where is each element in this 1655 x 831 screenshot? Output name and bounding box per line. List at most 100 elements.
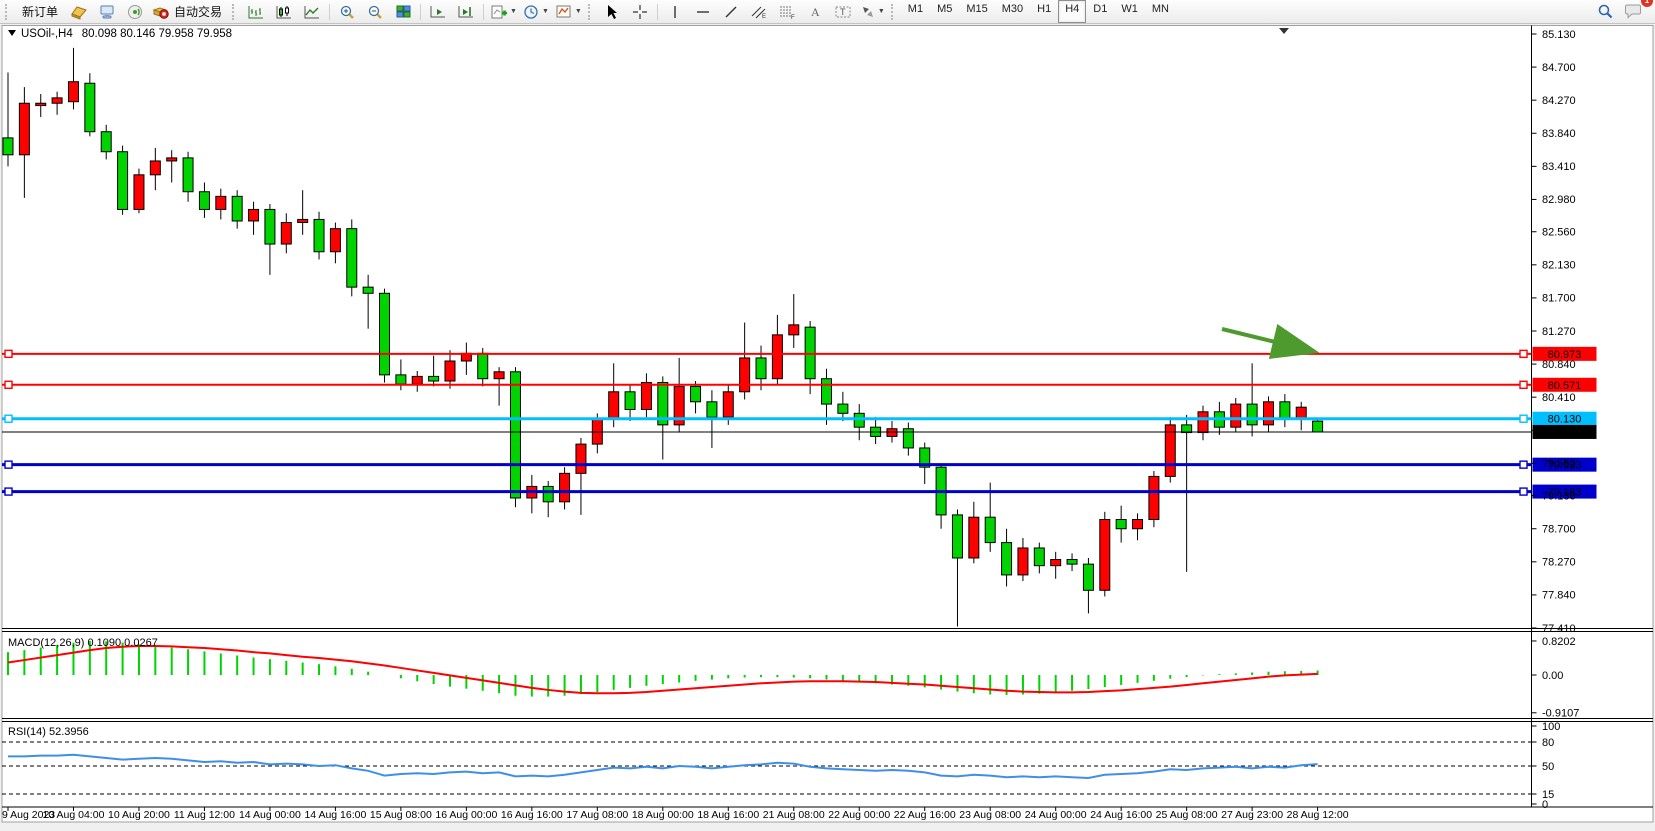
candle-bull[interactable] [35, 102, 47, 107]
candle-bull[interactable] [280, 222, 292, 245]
candle-bear[interactable] [902, 428, 914, 449]
candle-bear[interactable] [542, 485, 554, 503]
timeframe-button-h4[interactable]: H4 [1058, 0, 1087, 23]
candle-bull[interactable] [297, 218, 309, 224]
new-chart-icon[interactable]: ▼ [487, 0, 520, 23]
line-chart-icon[interactable] [298, 0, 326, 23]
candle-bull[interactable] [722, 391, 734, 418]
candle-bear[interactable] [919, 447, 931, 468]
candle-bull[interactable] [739, 357, 751, 393]
chart-shift-marker-icon[interactable] [1279, 28, 1289, 34]
candle-bear[interactable] [951, 514, 963, 559]
candle-bear[interactable] [984, 516, 996, 544]
period-icon[interactable]: ▼ [520, 0, 552, 23]
new-order-button[interactable]: 新订单 [22, 5, 59, 19]
candle-bull[interactable] [1099, 519, 1111, 591]
price-line-80.571[interactable]: 80.571 [2, 377, 1597, 392]
candle-bull[interactable] [51, 97, 63, 104]
arrows-icon[interactable]: ▼ [857, 0, 888, 23]
timeframe-button-m15[interactable]: M15 [966, 3, 988, 15]
price-line-79.183[interactable]: 79.183 [2, 484, 1597, 499]
timeframe-button-d1[interactable]: D1 [1093, 3, 1108, 15]
candle-bear[interactable] [477, 352, 489, 380]
candle-bear[interactable] [837, 403, 849, 414]
candle-bull[interactable] [886, 428, 898, 437]
candle-bear[interactable] [395, 374, 407, 385]
price-line-80.130[interactable]: 80.130 [2, 411, 1597, 426]
candle-bear[interactable] [1082, 563, 1094, 591]
cursor-icon[interactable] [598, 0, 626, 23]
candle-bear[interactable] [428, 375, 440, 382]
text-icon[interactable]: A [801, 0, 829, 23]
candle-bear[interactable] [657, 382, 669, 426]
trend-arrow-annotation[interactable] [1221, 323, 1320, 359]
candle-bear[interactable] [1115, 519, 1127, 530]
candle-bear[interactable] [198, 191, 210, 210]
candle-chart-icon[interactable] [270, 0, 298, 23]
candle-bear[interactable] [313, 218, 325, 253]
candle-bear[interactable] [706, 401, 718, 418]
timeframe-button-m5[interactable]: M5 [937, 3, 953, 15]
candle-bull[interactable] [1017, 547, 1029, 576]
candle-bear[interactable] [1246, 403, 1258, 426]
zoom-in-icon[interactable] [333, 0, 361, 23]
gold-ingot-icon[interactable] [65, 0, 93, 23]
price-line-79.958[interactable]: 79.958 [2, 424, 1597, 439]
trendline-icon[interactable] [717, 0, 745, 23]
candle-bull[interactable] [788, 324, 800, 336]
chart-shift-icon[interactable] [452, 0, 480, 23]
candle-bear[interactable] [853, 412, 865, 428]
candle-bull[interactable] [559, 472, 571, 503]
candle-bull[interactable] [215, 195, 227, 210]
candle-bear[interactable] [100, 131, 112, 153]
candle-bull[interactable] [67, 81, 79, 103]
zoom-out-icon[interactable] [361, 0, 389, 23]
candle-bull[interactable] [1197, 411, 1209, 434]
candle-bull[interactable] [673, 385, 685, 426]
candle-bull[interactable] [18, 102, 30, 156]
templates-icon[interactable]: ▼ [552, 0, 585, 23]
candle-bull[interactable] [493, 371, 505, 380]
timeframe-button-w1[interactable]: W1 [1121, 3, 1138, 15]
text-label-icon[interactable]: T [829, 0, 857, 23]
candle-bull[interactable] [1230, 403, 1242, 428]
timeframe-button-h1[interactable]: H1 [1037, 3, 1052, 15]
horizontal-line-icon[interactable] [689, 0, 717, 23]
signal-icon[interactable] [121, 0, 149, 23]
candle-bull[interactable] [1050, 559, 1062, 567]
candle-bear[interactable] [362, 286, 374, 294]
candle-bull[interactable] [1148, 475, 1160, 521]
candle-bull[interactable] [149, 160, 161, 176]
candle-bear[interactable] [182, 157, 194, 193]
candle-bull[interactable] [771, 334, 783, 380]
candle-bear[interactable] [2, 137, 14, 156]
candle-bear[interactable] [117, 151, 129, 210]
candle-bull[interactable] [248, 208, 260, 222]
candle-bear[interactable] [346, 228, 358, 288]
timeframe-button-m1[interactable]: M1 [907, 3, 924, 15]
candle-bear[interactable] [84, 82, 96, 133]
candle-bear[interactable] [624, 391, 636, 410]
candle-bull[interactable] [444, 360, 456, 382]
candle-bull[interactable] [1164, 424, 1176, 477]
fibonacci-icon[interactable]: F [773, 0, 801, 23]
candle-bear[interactable] [379, 292, 391, 376]
notifications-icon[interactable] [1619, 0, 1647, 22]
timeframe-button-m30[interactable]: M30 [1001, 3, 1024, 15]
vertical-line-icon[interactable] [661, 0, 689, 23]
candle-bear[interactable] [231, 195, 243, 222]
candle-bear[interactable] [755, 357, 767, 380]
crosshair-icon[interactable] [626, 0, 654, 23]
bar-chart-icon[interactable] [242, 0, 270, 23]
candle-bear[interactable] [264, 208, 276, 245]
terminal-icon[interactable] [93, 0, 121, 23]
candle-bear[interactable] [509, 371, 521, 499]
tile-windows-icon[interactable] [389, 0, 417, 23]
candle-bull[interactable] [1262, 401, 1274, 426]
candle-bull[interactable] [1132, 519, 1144, 530]
candle-bear[interactable] [690, 385, 702, 403]
candlestick-series[interactable] [2, 47, 1324, 627]
search-icon[interactable] [1591, 0, 1619, 23]
indicator-panels[interactable] [2, 640, 1532, 795]
